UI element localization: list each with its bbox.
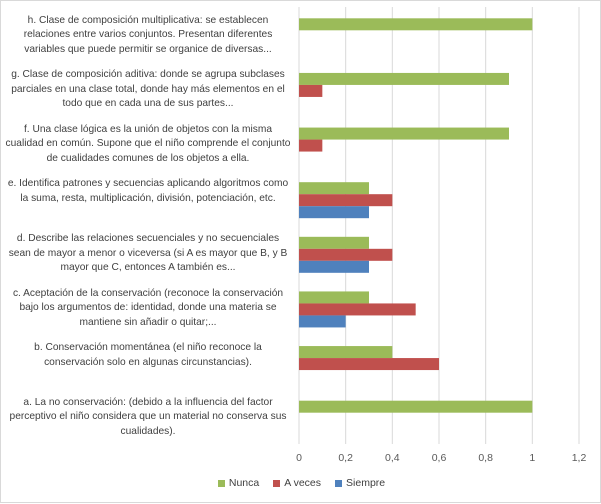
x-tick-label: 0,2 [338,452,353,464]
bar-a-veces [299,194,393,207]
bar-nunca [299,182,369,195]
bar-nunca [299,346,393,359]
bar-nunca [299,72,509,85]
x-tick-label: 1,2 [571,452,587,464]
category-label: g. Clase de composición aditiva: donde s… [11,69,285,110]
x-tick-label: 0,6 [431,452,447,464]
legend-swatch [273,479,281,487]
bar-a-veces [299,358,439,371]
category-label: f. Una clase lógica es la unión de objet… [5,123,291,164]
x-tick-label: 1 [529,452,536,464]
legend-label: Nunca [228,477,260,489]
legend-swatch [335,479,343,487]
category-label: e. Identifica patrones y secuencias apli… [7,178,289,204]
category-label: h. Clase de composición multiplicativa: … [23,14,273,55]
x-tick-label: 0 [296,452,302,464]
bar-nunca [299,236,369,249]
legend: Nunca A veces Siempre [1,477,601,489]
bar-siempre [299,206,369,219]
bar-a-veces [299,248,393,261]
bar-a-veces [299,84,323,97]
bar-siempre [299,260,369,273]
legend-label: A veces [284,477,322,489]
legend-label: Siempre [346,477,386,489]
bar-nunca [299,127,509,140]
category-label: b. Conservación momentánea (el niño reco… [34,342,262,368]
bar-nunca [299,18,533,31]
bar-siempre [299,315,346,328]
category-label: a. La no conservación: (debido a la infl… [9,396,287,437]
legend-swatch [217,479,225,487]
x-tick-label: 0,4 [385,452,400,464]
legend-item: Siempre [335,477,385,489]
bar-a-veces [299,139,323,152]
legend-item: A veces [273,477,321,489]
bar-nunca [299,291,369,304]
x-tick-label: 0,8 [478,452,493,464]
bar-nunca [299,400,533,413]
bar-a-veces [299,303,416,316]
category-label: c. Aceptación de la conservación (recono… [12,287,284,328]
legend-item: Nunca [217,477,260,489]
category-label: d. Describe las relaciones secuenciales … [8,233,288,274]
